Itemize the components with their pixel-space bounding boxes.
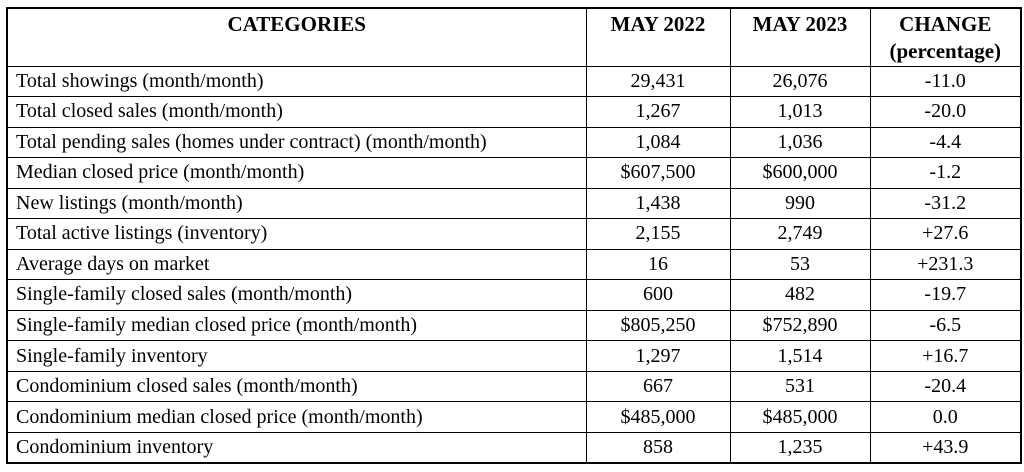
table-row: Single-family inventory 1,297 1,514 +16.…: [6, 340, 1022, 372]
may2022-cell: 2,155: [585, 218, 731, 250]
category-cell: Single-family median closed price (month…: [6, 309, 587, 342]
table-row: New listings (month/month) 1,438 990 -31…: [6, 187, 1022, 220]
may2022-cell: 1,438: [585, 187, 731, 220]
may2022-cell: $607,500: [585, 157, 731, 189]
change-cell: -1.2: [869, 157, 1022, 189]
may2022-cell: 16: [585, 248, 731, 281]
may2022-cell: 29,431: [585, 65, 731, 98]
may2023-cell: 1,036: [729, 126, 871, 159]
category-cell: Single-family closed sales (month/month): [6, 279, 587, 311]
table-row: Average days on market 16 53 +231.3: [6, 248, 1022, 281]
may2023-cell: 531: [729, 370, 871, 403]
category-cell: Total showings (month/month): [6, 65, 587, 98]
may2022-cell: 1,267: [585, 96, 731, 128]
category-cell: Condominium median closed price (month/m…: [6, 401, 587, 433]
change-cell: -20.0: [869, 96, 1022, 128]
change-cell: +43.9: [869, 431, 1022, 464]
change-cell: -11.0: [869, 65, 1022, 98]
table-row: Single-family median closed price (month…: [6, 309, 1022, 342]
table-row: Median closed price (month/month) $607,5…: [6, 157, 1022, 189]
may2022-cell: 600: [585, 279, 731, 311]
may2022-cell: 1,084: [585, 126, 731, 159]
header-row: CATEGORIES MAY 2022 MAY 2023 CHANGE (per…: [6, 7, 1022, 67]
may2023-cell: 2,749: [729, 218, 871, 250]
change-cell: -19.7: [869, 279, 1022, 311]
change-cell: -20.4: [869, 370, 1022, 403]
may2023-cell: $600,000: [729, 157, 871, 189]
header-may-2023: MAY 2023: [729, 7, 871, 67]
change-cell: -4.4: [869, 126, 1022, 159]
may2023-cell: 26,076: [729, 65, 871, 98]
change-cell: -6.5: [869, 309, 1022, 342]
change-cell: +16.7: [869, 340, 1022, 372]
table-row: Condominium closed sales (month/month) 6…: [6, 370, 1022, 403]
may2023-cell: 1,514: [729, 340, 871, 372]
category-cell: New listings (month/month): [6, 187, 587, 220]
category-cell: Total closed sales (month/month): [6, 96, 587, 128]
may2022-cell: $485,000: [585, 401, 731, 433]
category-cell: Median closed price (month/month): [6, 157, 587, 189]
may2022-cell: 858: [585, 431, 731, 464]
may2023-cell: 53: [729, 248, 871, 281]
table-row: Condominium inventory 858 1,235 +43.9: [6, 431, 1022, 464]
change-cell: 0.0: [869, 401, 1022, 433]
category-cell: Single-family inventory: [6, 340, 587, 372]
category-cell: Condominium closed sales (month/month): [6, 370, 587, 403]
category-cell: Condominium inventory: [6, 431, 587, 464]
may2022-cell: 667: [585, 370, 731, 403]
header-change-subtitle: (percentage): [889, 39, 1002, 63]
header-may-2022: MAY 2022: [585, 7, 731, 67]
change-cell: +231.3: [869, 248, 1022, 281]
table-row: Total pending sales (homes under contrac…: [6, 126, 1022, 159]
category-cell: Total pending sales (homes under contrac…: [6, 126, 587, 159]
may2023-cell: $485,000: [729, 401, 871, 433]
table-row: Single-family closed sales (month/month)…: [6, 279, 1022, 311]
may2022-cell: $805,250: [585, 309, 731, 342]
may2023-cell: 482: [729, 279, 871, 311]
may2023-cell: 990: [729, 187, 871, 220]
table-row: Condominium median closed price (month/m…: [6, 401, 1022, 433]
may2022-cell: 1,297: [585, 340, 731, 372]
table-row: Total closed sales (month/month) 1,267 1…: [6, 96, 1022, 128]
table-row: Total showings (month/month) 29,431 26,0…: [6, 65, 1022, 98]
market-stats-table: CATEGORIES MAY 2022 MAY 2023 CHANGE (per…: [6, 7, 1022, 464]
change-cell: -31.2: [869, 187, 1022, 220]
header-change: CHANGE (percentage): [869, 7, 1022, 67]
header-categories: CATEGORIES: [6, 7, 587, 67]
may2023-cell: $752,890: [729, 309, 871, 342]
change-cell: +27.6: [869, 218, 1022, 250]
header-change-title: CHANGE: [899, 12, 992, 36]
may2023-cell: 1,235: [729, 431, 871, 464]
may2023-cell: 1,013: [729, 96, 871, 128]
category-cell: Total active listings (inventory): [6, 218, 587, 250]
category-cell: Average days on market: [6, 248, 587, 281]
table-row: Total active listings (inventory) 2,155 …: [6, 218, 1022, 250]
